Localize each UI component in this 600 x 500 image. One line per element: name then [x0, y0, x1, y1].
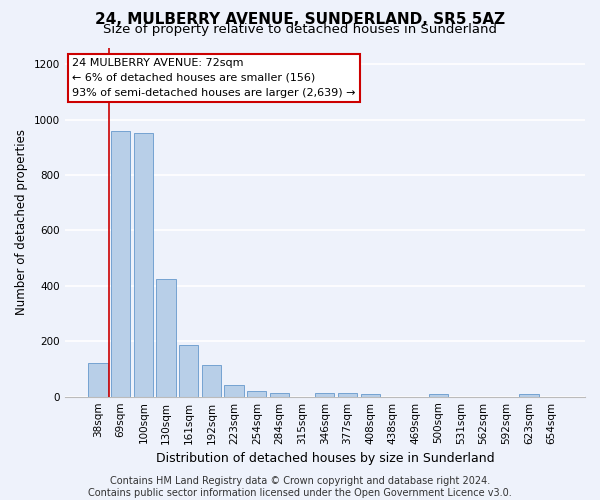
Bar	[315, 392, 334, 396]
Bar	[179, 346, 199, 397]
Bar	[338, 392, 357, 396]
Text: 24 MULBERRY AVENUE: 72sqm
← 6% of detached houses are smaller (156)
93% of semi-: 24 MULBERRY AVENUE: 72sqm ← 6% of detach…	[73, 58, 356, 98]
Bar	[270, 392, 289, 396]
Bar	[88, 364, 107, 396]
Text: Size of property relative to detached houses in Sunderland: Size of property relative to detached ho…	[103, 22, 497, 36]
Text: 24, MULBERRY AVENUE, SUNDERLAND, SR5 5AZ: 24, MULBERRY AVENUE, SUNDERLAND, SR5 5AZ	[95, 12, 505, 28]
X-axis label: Distribution of detached houses by size in Sunderland: Distribution of detached houses by size …	[155, 452, 494, 465]
Bar	[134, 134, 153, 396]
Bar	[520, 394, 539, 396]
Bar	[111, 130, 130, 396]
Bar	[247, 391, 266, 396]
Y-axis label: Number of detached properties: Number of detached properties	[15, 129, 28, 315]
Bar	[157, 279, 176, 396]
Bar	[224, 385, 244, 396]
Bar	[428, 394, 448, 396]
Bar	[202, 365, 221, 396]
Bar	[361, 394, 380, 396]
Text: Contains HM Land Registry data © Crown copyright and database right 2024.
Contai: Contains HM Land Registry data © Crown c…	[88, 476, 512, 498]
